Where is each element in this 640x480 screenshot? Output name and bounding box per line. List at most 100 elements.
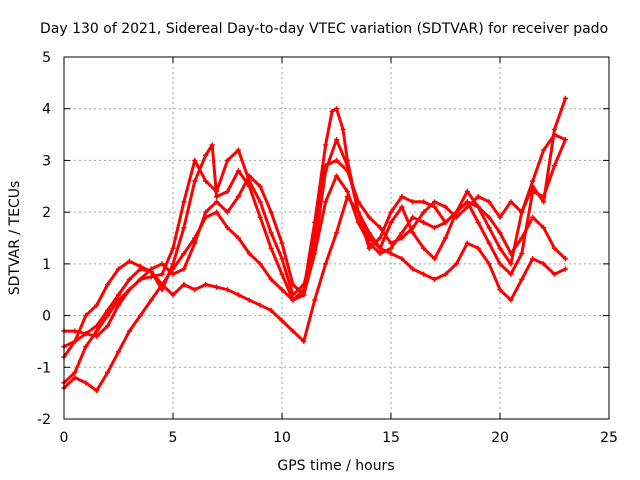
data-point	[279, 318, 285, 324]
data-point	[126, 328, 132, 334]
data-point	[530, 256, 536, 262]
data-point	[94, 328, 100, 334]
data-point	[301, 338, 307, 345]
data-point	[323, 199, 329, 205]
data-point	[329, 108, 335, 114]
data-point	[126, 258, 132, 264]
data-point	[159, 287, 165, 293]
data-point	[333, 137, 340, 143]
data-point	[72, 338, 78, 345]
data-point	[94, 323, 100, 329]
data-point	[562, 266, 568, 272]
data-point	[432, 276, 438, 282]
data-point	[137, 312, 143, 319]
data-point	[279, 287, 285, 293]
data-point	[224, 209, 231, 215]
y-tick-label: -1	[37, 360, 51, 376]
data-point	[115, 302, 122, 308]
data-point	[530, 214, 536, 220]
data-point	[105, 307, 111, 313]
data-point	[388, 209, 394, 215]
data-point	[279, 240, 285, 246]
data-point	[519, 235, 525, 241]
data-point	[475, 245, 481, 251]
data-point	[366, 214, 372, 220]
data-point	[442, 219, 449, 226]
series-track-4	[61, 173, 568, 394]
data-point	[105, 312, 111, 319]
y-axis-label: SDTVAR / TECUs	[7, 181, 23, 296]
data-point	[421, 271, 427, 277]
x-tick-label: 0	[60, 430, 69, 446]
data-point	[399, 230, 405, 236]
data-point	[257, 214, 263, 220]
data-point	[551, 271, 558, 277]
data-point	[421, 219, 427, 226]
data-point	[209, 142, 215, 148]
data-point	[399, 194, 405, 200]
data-point	[432, 225, 438, 231]
data-point	[421, 245, 427, 251]
x-axis-label: GPS time / hours	[277, 458, 394, 474]
data-point	[453, 209, 459, 215]
data-point	[148, 274, 154, 280]
data-point	[562, 95, 568, 101]
data-point	[333, 173, 340, 179]
data-point	[312, 297, 318, 303]
data-point	[170, 292, 176, 298]
data-point	[410, 266, 416, 272]
data-point	[355, 219, 361, 226]
data-point	[214, 199, 220, 205]
data-point	[519, 276, 525, 282]
grid-lines	[64, 57, 609, 419]
data-point	[94, 302, 100, 308]
data-point	[235, 147, 241, 153]
data-point	[170, 245, 176, 251]
data-point	[279, 256, 285, 262]
data-point	[290, 292, 296, 298]
x-tick-label: 25	[600, 430, 618, 446]
data-point	[268, 307, 274, 313]
data-point	[366, 240, 372, 246]
data-point	[333, 106, 340, 112]
data-point	[508, 199, 514, 205]
data-point	[497, 287, 503, 293]
data-point	[333, 157, 340, 164]
data-point	[148, 297, 154, 303]
data-point	[486, 214, 492, 220]
data-point	[126, 276, 132, 282]
data-point	[541, 199, 547, 205]
data-point	[105, 323, 111, 329]
data-point	[377, 235, 383, 241]
data-point	[72, 328, 78, 334]
x-tick-label: 15	[382, 430, 400, 446]
data-point	[497, 261, 503, 267]
plot-frame	[63, 56, 610, 420]
data-point	[388, 250, 394, 257]
data-point	[421, 209, 427, 215]
data-point	[159, 271, 165, 277]
data-point	[530, 178, 536, 184]
data-point	[355, 199, 361, 205]
data-point	[432, 199, 438, 205]
data-point	[377, 225, 383, 231]
data-point	[519, 250, 525, 257]
data-point	[214, 188, 220, 195]
data-point	[464, 188, 470, 195]
data-point	[486, 225, 492, 231]
data-point	[214, 284, 220, 290]
y-tick-label: -2	[37, 412, 51, 428]
data-point	[497, 230, 503, 236]
y-tick-label: 5	[42, 50, 51, 66]
y-tick-label: 2	[42, 205, 51, 221]
data-point	[508, 250, 514, 257]
data-point	[214, 194, 220, 200]
data-point	[224, 225, 231, 231]
data-point	[279, 271, 285, 277]
data-point	[388, 240, 394, 246]
data-point	[224, 287, 231, 293]
data-point	[159, 261, 165, 267]
data-point	[170, 266, 176, 272]
y-tick-label: 3	[42, 153, 51, 169]
